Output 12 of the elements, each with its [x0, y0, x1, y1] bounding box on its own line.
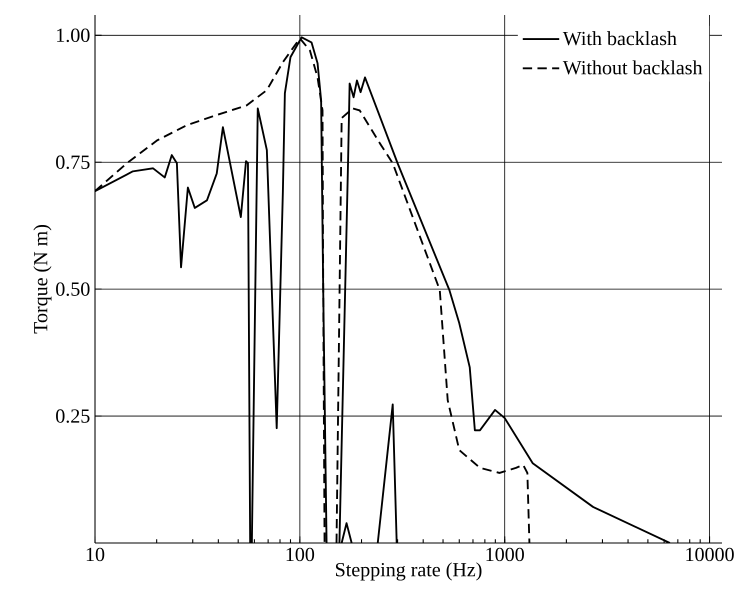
x-tick-label: 10000: [686, 548, 734, 562]
y-axis-title: Torque (N m): [33, 225, 52, 334]
y-tick-label: 0.75: [56, 155, 90, 170]
x-tick-label: 100: [286, 548, 314, 562]
y-tick-label: 0.50: [56, 282, 90, 296]
x-axis-title: Stepping rate (Hz): [336, 562, 482, 581]
x-tick-label: 1000: [486, 548, 524, 562]
y-tick-label: 0.25: [56, 409, 90, 423]
x-tick-label: 10: [86, 548, 104, 562]
legend-label: Without backlash: [562, 60, 702, 75]
y-tick-label: 1.00: [57, 28, 90, 42]
legend-label: With backlash: [562, 31, 677, 46]
